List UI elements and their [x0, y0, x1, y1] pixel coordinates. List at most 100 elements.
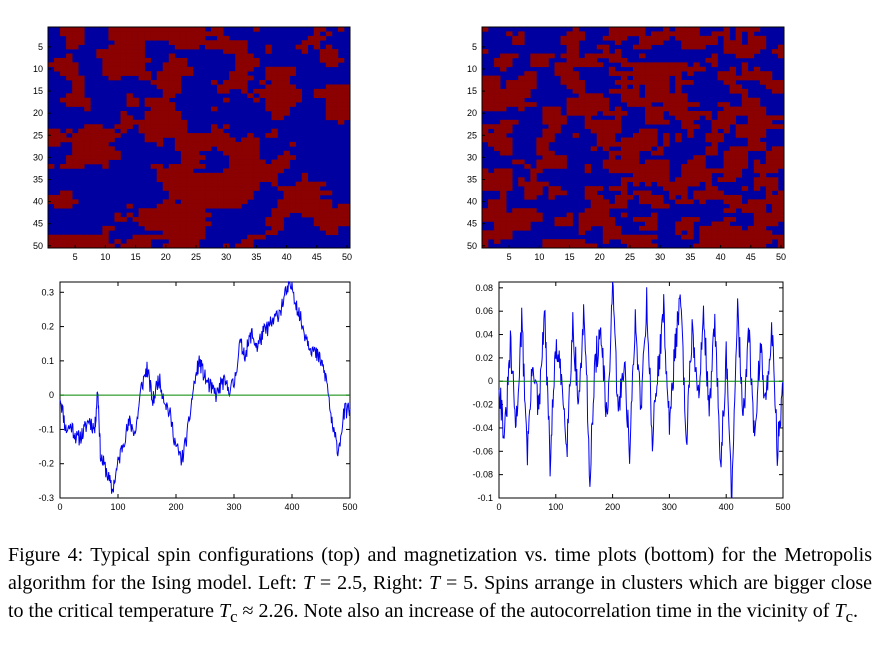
spin-cell: [542, 119, 549, 125]
spin-cell: [54, 141, 61, 147]
spin-cell: [753, 133, 761, 138]
spin-cell: [301, 44, 309, 50]
spin-cell: [144, 208, 151, 213]
spin-cell: [253, 159, 260, 165]
spin-cell: [162, 62, 170, 68]
spin-cell: [72, 141, 79, 147]
spin-cell: [639, 137, 646, 143]
spin-cell: [114, 27, 121, 32]
spin-cell: [572, 27, 579, 32]
spin-cell: [283, 190, 290, 196]
spin-cell: [144, 71, 151, 76]
spin-cell: [325, 93, 333, 99]
spin-cell: [747, 128, 755, 134]
spin-cell: [729, 84, 736, 90]
spin-cell: [590, 208, 598, 213]
spin-cell: [633, 27, 640, 32]
spin-cell: [60, 62, 67, 68]
spin-cell: [777, 190, 785, 196]
spin-cell: [500, 177, 507, 182]
spin-cell: [271, 225, 278, 231]
spin-cell: [675, 115, 682, 121]
spin-cell: [168, 80, 176, 85]
spin-cell: [669, 181, 676, 187]
spin-cell: [717, 102, 724, 107]
spin-cell: [524, 181, 531, 187]
spin-cell: [729, 66, 736, 72]
spin-cell: [96, 243, 103, 249]
spin-cell: [747, 208, 755, 213]
spin-cell: [494, 172, 501, 178]
spin-cell: [729, 217, 736, 222]
spin-cell: [488, 234, 495, 240]
spin-cell: [229, 71, 236, 76]
spin-cell: [548, 106, 555, 112]
spin-cell: [325, 49, 333, 54]
spin-cell: [174, 40, 182, 45]
spin-cell: [705, 225, 712, 231]
spin-cell: [283, 110, 290, 116]
spin-cell: [639, 177, 646, 182]
spin-cell: [126, 31, 133, 37]
spin-cell: [608, 71, 616, 76]
spin-cell: [651, 35, 658, 41]
spin-cell: [687, 234, 694, 240]
spin-cell: [174, 230, 182, 236]
spin-cell: [120, 40, 127, 45]
spin-cell: [663, 80, 670, 85]
spin-cell: [584, 115, 592, 121]
spin-cell: [494, 177, 501, 182]
spin-cell: [102, 141, 109, 147]
spin-cell: [205, 172, 212, 178]
spin-cell: [753, 186, 761, 191]
spin-cell: [241, 181, 248, 187]
spin-cell: [681, 199, 688, 205]
spin-cell: [620, 35, 628, 41]
spin-cell: [651, 71, 658, 76]
spin-cell: [723, 110, 730, 116]
spin-cell: [566, 53, 573, 59]
spin-cell: [482, 243, 489, 249]
spin-cell: [283, 75, 290, 81]
spin-cell: [729, 203, 736, 209]
spin-cell: [247, 66, 254, 72]
spin-cell: [72, 75, 79, 81]
spin-cell: [199, 194, 206, 200]
spin-cell: [657, 84, 664, 90]
y-tick-label: 5: [472, 42, 477, 52]
spin-cell: [687, 31, 694, 37]
spin-cell: [259, 177, 266, 182]
spin-cell: [657, 88, 664, 94]
spin-cell: [229, 150, 236, 156]
y-tick-label: -0.1: [38, 424, 54, 434]
spin-cell: [319, 57, 327, 63]
spin-cell: [735, 124, 743, 129]
spin-cell: [482, 106, 489, 112]
spin-cell: [494, 97, 501, 103]
spin-cell: [283, 203, 290, 209]
spin-cell: [771, 212, 779, 218]
spin-cell: [645, 190, 652, 196]
spin-cell: [313, 181, 321, 187]
spin-cell: [771, 186, 779, 191]
spin-cell: [199, 230, 206, 236]
spin-cell: [639, 75, 646, 81]
spin-cell: [199, 190, 206, 196]
spin-cell: [120, 66, 127, 72]
spin-cell: [614, 141, 622, 147]
spin-cell: [500, 194, 507, 200]
x-tick-label: 200: [605, 502, 620, 512]
spin-cell: [90, 141, 97, 147]
spin-cell: [620, 84, 628, 90]
spin-cell: [114, 66, 121, 72]
spin-cell: [211, 133, 218, 138]
spin-cell: [663, 93, 670, 99]
spin-cell: [735, 49, 743, 54]
spin-cell: [602, 106, 610, 112]
spin-cell: [205, 203, 212, 209]
spin-cell: [626, 168, 634, 174]
spin-cell: [590, 199, 598, 205]
spin-cell: [132, 66, 139, 72]
spin-cell: [765, 177, 773, 182]
spin-cell: [723, 221, 730, 227]
